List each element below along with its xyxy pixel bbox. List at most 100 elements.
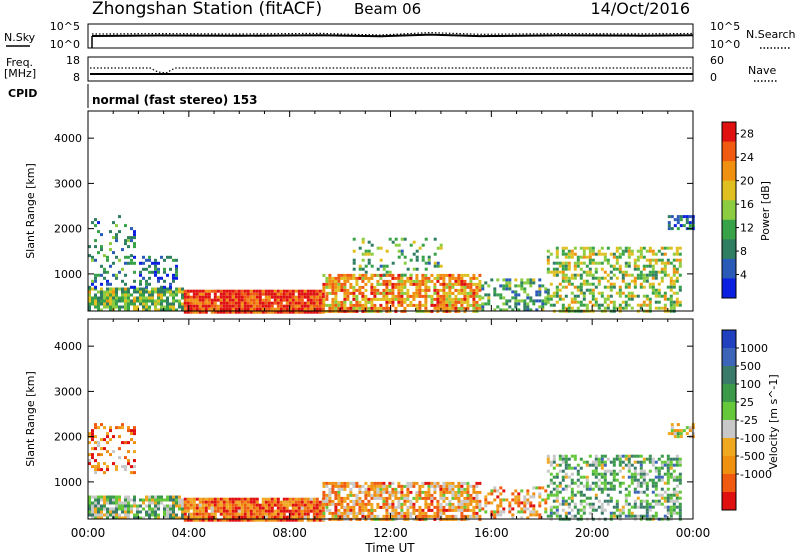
heatmap-cell [325,294,329,298]
heatmap-cell [600,252,604,256]
heatmap-cell [139,261,142,265]
heatmap-cell [103,290,106,294]
heatmap-cell [124,305,127,309]
heatmap-cell [133,236,136,240]
heatmap-cell [678,490,682,494]
heatmap-cell [361,240,365,244]
heatmap-cell [285,307,289,311]
heatmap-cell [388,288,392,292]
heatmap-cell [358,264,362,268]
heatmap-cell [169,516,172,520]
heatmap-cell [349,273,353,277]
heatmap-cell [318,509,322,513]
heatmap-cell [567,306,571,310]
cpid-value: normal (fast stereo) 153 [92,93,258,107]
heatmap-cell [88,296,91,300]
heatmap-cell [315,506,319,510]
heatmap-cell [325,496,329,500]
heatmap-cell [157,504,160,508]
heatmap-cell [648,460,652,464]
heatmap-cell [343,505,347,509]
heatmap-cell [508,501,512,505]
heatmap-cell [243,310,247,314]
heatmap-cell [415,267,419,271]
heatmap-cell [606,303,610,307]
heatmap-cell [273,292,277,296]
heatmap-cell [267,304,271,308]
heatmap-cell [276,515,280,519]
heatmap-cell [636,249,640,253]
heatmap-cell [231,295,235,299]
heatmap-cell [273,298,277,302]
heatmap-cell [163,293,166,297]
heatmap-cell [151,287,154,291]
heatmap-cell [654,469,658,473]
heatmap-cell [288,500,292,504]
heatmap-cell [630,505,634,509]
heatmap-cell [204,310,208,314]
heatmap-cell [358,288,362,292]
heatmap-cell [591,297,595,301]
heatmap-cell [567,463,571,467]
heatmap-cell [436,261,440,265]
heatmap-cell [109,264,112,268]
heatmap-cell [442,499,446,503]
heatmap-cell [234,310,238,314]
heatmap-cell [685,432,689,436]
heatmap-cell [249,310,253,314]
velocity-y-axis-label: Slant Range [km] [24,371,37,467]
heatmap-cell [391,487,395,491]
heatmap-cell [370,276,374,280]
heatmap-cell [544,287,548,291]
heatmap-cell [457,306,461,310]
heatmap-cell [352,499,356,503]
heatmap-cell [448,294,452,298]
heatmap-cell [178,299,181,303]
heatmap-cell [154,270,157,274]
heatmap-cell [100,293,103,297]
heatmap-cell [552,273,556,277]
heatmap-cell [663,291,667,295]
heatmap-cell [270,515,274,519]
heatmap-cell [466,505,470,509]
heatmap-cell [475,484,479,488]
heatmap-cell [667,221,671,225]
heatmap-cell [678,496,682,500]
heatmap-cell [424,288,428,292]
heatmap-cell [564,252,568,256]
heatmap-cell [279,304,283,308]
heatmap-cell [288,298,292,302]
heatmap-cell [361,267,365,271]
heatmap-cell [318,503,322,507]
heatmap-cell [322,511,326,515]
heatmap-cell [460,288,464,292]
heatmap-cell [436,481,440,485]
heatmap-cell [666,454,670,458]
heatmap-cell [451,505,455,509]
heatmap-cell [403,291,407,295]
heatmap-cell [100,438,103,442]
heatmap-cell [300,295,304,299]
heatmap-cell [624,457,628,461]
heatmap-cell [100,498,103,502]
heatmap-cell [270,289,274,293]
heatmap-cell [91,258,94,262]
heatmap-cell [645,279,649,283]
heatmap-cell [334,282,338,286]
heatmap-cell [624,502,628,506]
heatmap-cell [484,495,488,499]
heatmap-cell [424,237,428,241]
heatmap-cell [636,303,640,307]
heatmap-cell [282,503,286,507]
heatmap-cell [514,498,518,502]
heatmap-cell [642,273,646,277]
heatmap-cell [352,514,356,518]
heatmap-cell [385,297,389,301]
heatmap-cell [448,514,452,518]
heatmap-cell [600,291,604,295]
heatmap-cell [273,310,277,314]
heatmap-cell [672,252,676,256]
heatmap-cell [594,475,598,479]
heatmap-cell [633,267,637,271]
heatmap-cell [430,496,434,500]
